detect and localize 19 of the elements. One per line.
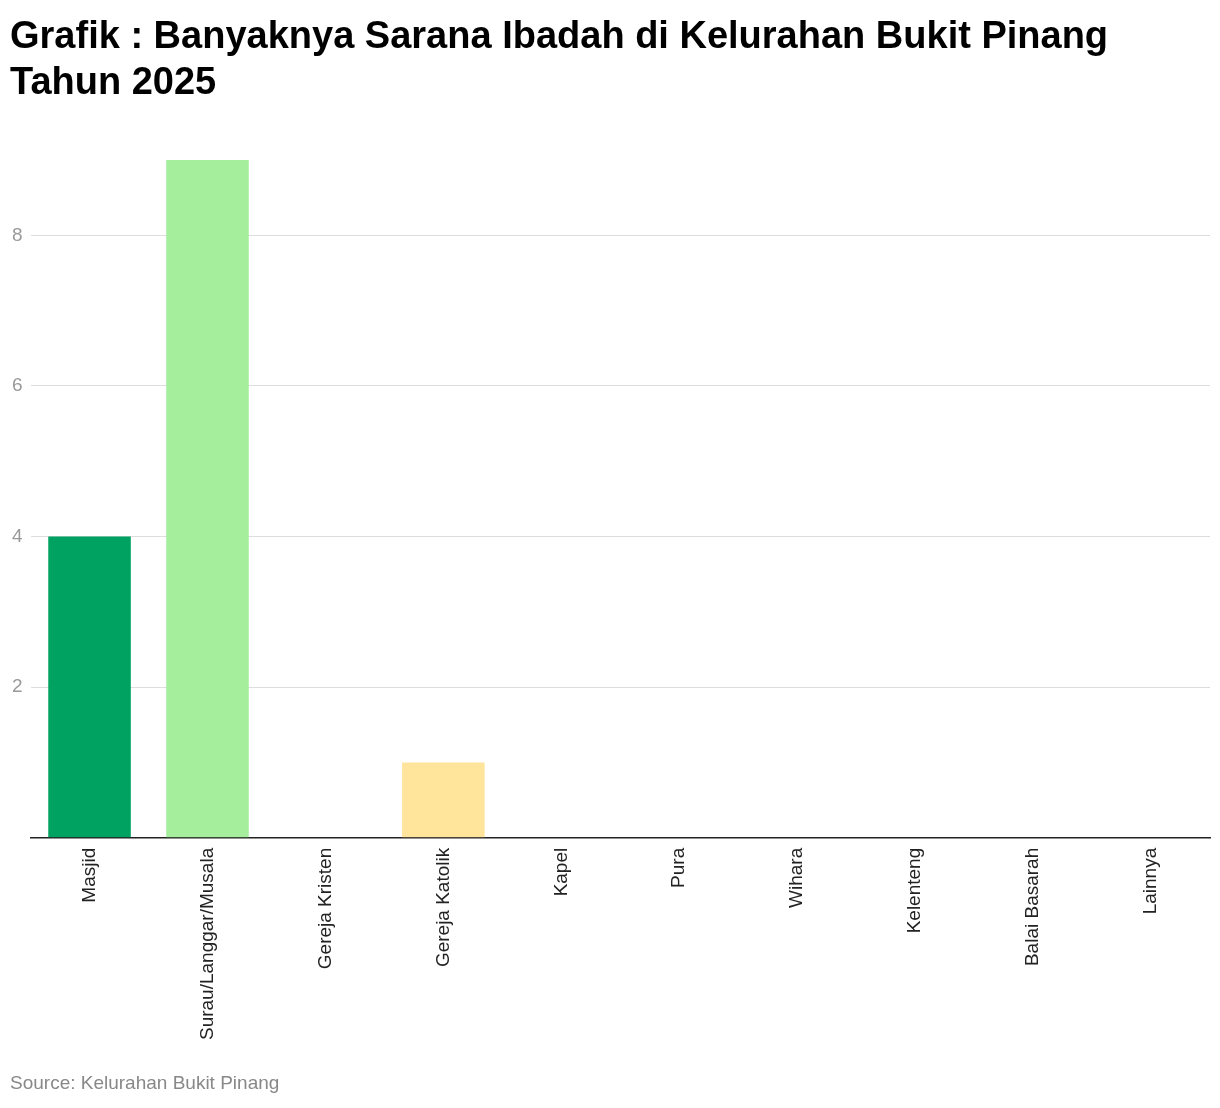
x-tick-label: Kelenteng	[903, 847, 925, 934]
bar	[166, 160, 249, 838]
y-tick-label: 8	[11, 223, 23, 245]
x-tick-label: Lainnya	[1139, 847, 1161, 915]
bar	[48, 536, 131, 838]
source-note: Source: Kelurahan Bukit Pinang	[10, 1072, 280, 1094]
x-tick-label: Gereja Kristen	[313, 847, 335, 970]
y-tick-label: 6	[11, 374, 23, 396]
chart-title: Grafik : Banyaknya Sarana Ibadah di Kelurahan Bukit Pinang Tahun 2025	[10, 13, 1110, 104]
x-tick-label: Balai Basarah	[1021, 847, 1043, 967]
y-tick-label: 4	[11, 524, 23, 546]
x-tick-label: Kapel	[549, 847, 571, 897]
x-tick-label: Gereja Katolik	[431, 847, 453, 968]
x-tick-label: Wihara	[785, 847, 807, 908]
x-tick-label: Pura	[667, 847, 689, 888]
x-tick-label: Surau/Langgar/Musala	[195, 847, 217, 1041]
bar	[402, 762, 485, 838]
y-tick-label: 2	[11, 675, 23, 697]
x-tick-label: Masjid	[77, 847, 99, 903]
